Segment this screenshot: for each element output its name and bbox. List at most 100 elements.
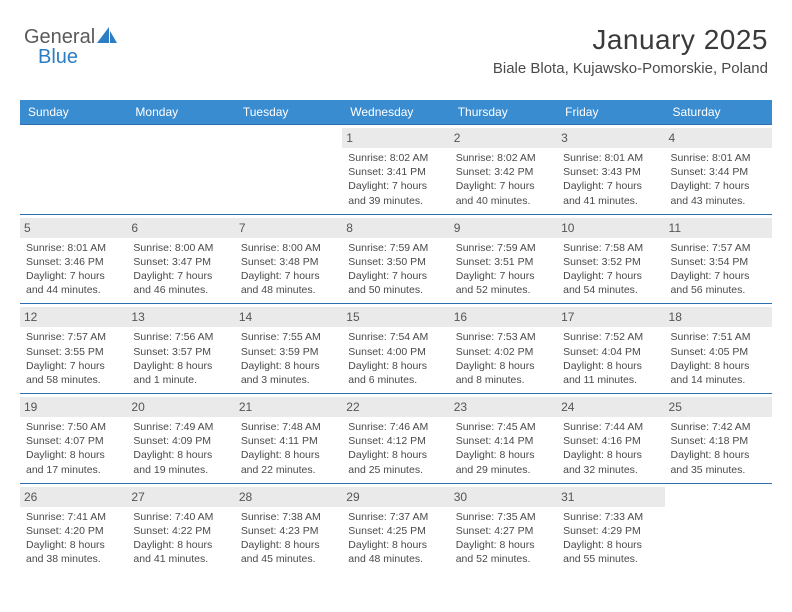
daylight-text: and 8 minutes.: [456, 373, 551, 387]
day-of-week-cell: Wednesday: [342, 100, 449, 124]
day-number: 30: [450, 487, 557, 507]
daylight-text: and 56 minutes.: [671, 283, 766, 297]
day-info: Sunrise: 7:50 AMSunset: 4:07 PMDaylight:…: [26, 420, 121, 477]
sunrise-text: Sunrise: 7:42 AM: [671, 420, 766, 434]
sunrise-text: Sunrise: 7:48 AM: [241, 420, 336, 434]
daylight-text: Daylight: 8 hours: [671, 359, 766, 373]
day-cell: 11 Sunrise: 7:57 AMSunset: 3:54 PMDayligh…: [665, 215, 772, 304]
day-of-week-cell: Saturday: [665, 100, 772, 124]
sunrise-text: Sunrise: 7:33 AM: [563, 510, 658, 524]
sunset-text: Sunset: 4:14 PM: [456, 434, 551, 448]
sunrise-text: Sunrise: 8:00 AM: [241, 241, 336, 255]
location-label: Biale Blota, Kujawsko-Pomorskie, Poland: [493, 60, 768, 77]
week-row: 26Sunrise: 7:41 AMSunset: 4:20 PMDayligh…: [20, 483, 772, 573]
daylight-text: Daylight: 8 hours: [348, 538, 443, 552]
day-number: 20: [127, 397, 234, 417]
sunset-text: Sunset: 3:55 PM: [26, 345, 121, 359]
daylight-text: Daylight: 7 hours: [563, 269, 658, 283]
sunset-text: Sunset: 4:00 PM: [348, 345, 443, 359]
day-info: Sunrise: 7:59 AMSunset: 3:50 PMDaylight:…: [348, 241, 443, 298]
day-cell: 15Sunrise: 7:54 AMSunset: 4:00 PMDayligh…: [342, 304, 449, 393]
sunrise-text: Sunrise: 7:44 AM: [563, 420, 658, 434]
day-cell: 16Sunrise: 7:53 AMSunset: 4:02 PMDayligh…: [450, 304, 557, 393]
week-row: 19 Sunrise: 7:50 AMSunset: 4:07 PMDayligh…: [20, 393, 772, 483]
day-number: 12: [20, 307, 127, 327]
daylight-text: Daylight: 7 hours: [456, 179, 551, 193]
day-cell: 2Sunrise: 8:02 AMSunset: 3:42 PMDaylight…: [450, 125, 557, 214]
day-info: Sunrise: 7:56 AMSunset: 3:57 PMDaylight:…: [133, 330, 228, 387]
daylight-text: and 48 minutes.: [348, 552, 443, 566]
daylight-text: and 44 minutes.: [26, 283, 121, 297]
day-cell: 12Sunrise: 7:57 AMSunset: 3:55 PMDayligh…: [20, 304, 127, 393]
calendar-grid: SundayMondayTuesdayWednesdayThursdayFrid…: [20, 100, 772, 572]
sunrise-text: Sunrise: 7:57 AM: [671, 241, 766, 255]
sunrise-text: Sunrise: 8:02 AM: [348, 151, 443, 165]
day-number: 24: [557, 397, 664, 417]
daylight-text: Daylight: 8 hours: [671, 448, 766, 462]
day-info: Sunrise: 7:54 AMSunset: 4:00 PMDaylight:…: [348, 330, 443, 387]
daylight-text: Daylight: 7 hours: [348, 269, 443, 283]
day-cell: 20Sunrise: 7:49 AMSunset: 4:09 PMDayligh…: [127, 394, 234, 483]
day-cell: 6Sunrise: 8:00 AMSunset: 3:47 PMDaylight…: [127, 215, 234, 304]
daylight-text: and 32 minutes.: [563, 463, 658, 477]
day-info: Sunrise: 7:57 AMSunset: 3:54 PMDaylight:…: [671, 241, 766, 298]
sunset-text: Sunset: 3:43 PM: [563, 165, 658, 179]
sunset-text: Sunset: 4:16 PM: [563, 434, 658, 448]
daylight-text: and 48 minutes.: [241, 283, 336, 297]
sunrise-text: Sunrise: 7:38 AM: [241, 510, 336, 524]
daylight-text: Daylight: 8 hours: [456, 538, 551, 552]
day-cell: 9Sunrise: 7:59 AMSunset: 3:51 PMDaylight…: [450, 215, 557, 304]
sunset-text: Sunset: 3:47 PM: [133, 255, 228, 269]
day-number: 9: [450, 218, 557, 238]
sunrise-text: Sunrise: 7:58 AM: [563, 241, 658, 255]
daylight-text: Daylight: 7 hours: [456, 269, 551, 283]
day-info: Sunrise: 7:41 AMSunset: 4:20 PMDaylight:…: [26, 510, 121, 567]
daylight-text: and 17 minutes.: [26, 463, 121, 477]
sunrise-text: Sunrise: 8:00 AM: [133, 241, 228, 255]
day-number: 22: [342, 397, 449, 417]
sunset-text: Sunset: 4:18 PM: [671, 434, 766, 448]
sunrise-text: Sunrise: 7:40 AM: [133, 510, 228, 524]
day-of-week-cell: Thursday: [450, 100, 557, 124]
day-of-week-cell: Monday: [127, 100, 234, 124]
day-info: Sunrise: 8:02 AMSunset: 3:42 PMDaylight:…: [456, 151, 551, 208]
sunset-text: Sunset: 3:57 PM: [133, 345, 228, 359]
sunset-text: Sunset: 4:09 PM: [133, 434, 228, 448]
daylight-text: and 52 minutes.: [456, 552, 551, 566]
daylight-text: Daylight: 8 hours: [241, 448, 336, 462]
day-cell: 18Sunrise: 7:51 AMSunset: 4:05 PMDayligh…: [665, 304, 772, 393]
day-number: 13: [127, 307, 234, 327]
daylight-text: and 11 minutes.: [563, 373, 658, 387]
daylight-text: and 52 minutes.: [456, 283, 551, 297]
day-number: 11: [665, 218, 772, 238]
day-info: Sunrise: 7:45 AMSunset: 4:14 PMDaylight:…: [456, 420, 551, 477]
day-number: 27: [127, 487, 234, 507]
daylight-text: Daylight: 8 hours: [133, 538, 228, 552]
day-info: Sunrise: 7:33 AMSunset: 4:29 PMDaylight:…: [563, 510, 658, 567]
daylight-text: Daylight: 8 hours: [456, 359, 551, 373]
day-cell: 10Sunrise: 7:58 AMSunset: 3:52 PMDayligh…: [557, 215, 664, 304]
day-number: 19: [20, 397, 127, 417]
sunrise-text: Sunrise: 7:54 AM: [348, 330, 443, 344]
sunset-text: Sunset: 4:05 PM: [671, 345, 766, 359]
day-cell: 5Sunrise: 8:01 AMSunset: 3:46 PMDaylight…: [20, 215, 127, 304]
daylight-text: Daylight: 8 hours: [563, 538, 658, 552]
daylight-text: and 22 minutes.: [241, 463, 336, 477]
day-info: Sunrise: 7:51 AMSunset: 4:05 PMDaylight:…: [671, 330, 766, 387]
day-number: 1: [342, 128, 449, 148]
day-cell: 23Sunrise: 7:45 AMSunset: 4:14 PMDayligh…: [450, 394, 557, 483]
sunset-text: Sunset: 4:29 PM: [563, 524, 658, 538]
daylight-text: Daylight: 8 hours: [133, 448, 228, 462]
day-info: Sunrise: 7:35 AMSunset: 4:27 PMDaylight:…: [456, 510, 551, 567]
day-cell: 7Sunrise: 8:00 AMSunset: 3:48 PMDaylight…: [235, 215, 342, 304]
day-info: Sunrise: 7:42 AMSunset: 4:18 PMDaylight:…: [671, 420, 766, 477]
day-info: Sunrise: 7:37 AMSunset: 4:25 PMDaylight:…: [348, 510, 443, 567]
day-cell: 13 Sunrise: 7:56 AMSunset: 3:57 PMDayligh…: [127, 304, 234, 393]
sunset-text: Sunset: 3:44 PM: [671, 165, 766, 179]
sunset-text: Sunset: 4:02 PM: [456, 345, 551, 359]
day-number: 10: [557, 218, 664, 238]
day-info: Sunrise: 8:00 AMSunset: 3:47 PMDaylight:…: [133, 241, 228, 298]
daylight-text: and 3 minutes.: [241, 373, 336, 387]
day-cell: 27Sunrise: 7:40 AMSunset: 4:22 PMDayligh…: [127, 484, 234, 573]
day-cell: 17Sunrise: 7:52 AMSunset: 4:04 PMDayligh…: [557, 304, 664, 393]
